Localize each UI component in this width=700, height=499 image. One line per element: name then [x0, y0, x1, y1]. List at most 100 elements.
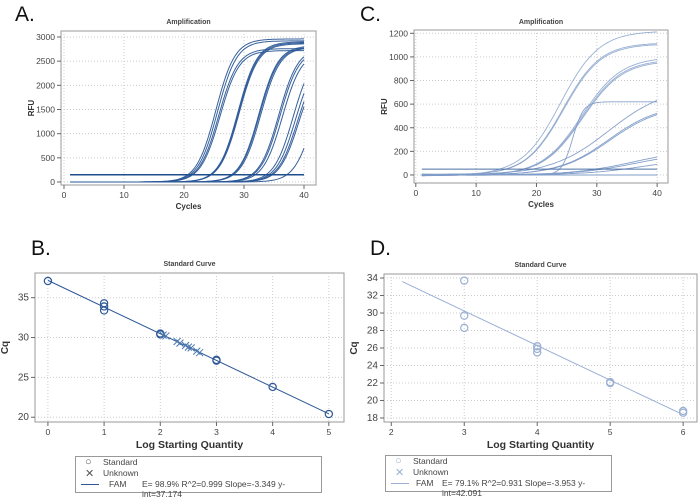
x-tick-label: 2 [389, 427, 394, 437]
legend-b: ○ Standard ✕ Unknown FAM E= 98.9% R^2=0.… [75, 456, 322, 499]
chart-title: Standard Curve [514, 262, 566, 269]
x-tick-label: 30 [592, 188, 602, 198]
chart-a: Amplification 0 10 20 30 40 0 500 1000 1500 2000 25… [27, 19, 317, 211]
x-tick-label: 0 [413, 188, 418, 198]
x-tick-label: 5 [608, 427, 613, 437]
y-tick-label: 18 [367, 413, 379, 424]
amplification-curve [421, 173, 658, 177]
y-tick-label: 34 [367, 273, 379, 284]
x-tick-label: 4 [270, 427, 275, 437]
fam-line-icon [391, 483, 409, 484]
y-tick-label: 26 [367, 343, 379, 354]
plot-area [60, 30, 317, 186]
legend-fam-label: FAM [109, 479, 127, 489]
x-tick-label: 20 [532, 188, 542, 198]
y-tick-label: 800 [394, 76, 408, 86]
standard-marker-icon: ○ [85, 456, 92, 468]
y-tick-label: 28 [367, 326, 379, 337]
x-tick-label: 10 [471, 188, 481, 198]
x-tick-label: 40 [652, 188, 662, 198]
y-tick-label: 30 [367, 308, 379, 319]
panel-label-a: A. [15, 3, 35, 26]
x-tick-label: 0 [62, 190, 67, 200]
y-tick-label: 20 [18, 412, 30, 423]
x-tick-label: 10 [119, 190, 129, 200]
y-axis-label: Cq [0, 341, 11, 354]
y-tick-label: 22 [367, 378, 379, 389]
x-tick-label: 30 [239, 190, 249, 200]
y-tick-label: 1000 [389, 52, 408, 62]
panel-label-d: D. [370, 237, 391, 260]
standard-point [460, 276, 469, 285]
chart-title: Amplification [519, 19, 563, 26]
standard-point [268, 382, 277, 392]
legend-standard-label: Standard [413, 456, 448, 466]
x-tick-label: 3 [462, 427, 467, 437]
x-axis-label: Log Starting Quantity [487, 439, 594, 451]
y-axis-label: Cq [349, 341, 360, 354]
y-tick-label: 400 [394, 123, 408, 133]
standard-point [605, 378, 615, 388]
x-axis-label: Cycles [528, 200, 554, 209]
standard-point [678, 408, 688, 417]
y-tick-label: 0 [50, 177, 55, 187]
y-tick-label: 2000 [36, 80, 55, 90]
unknown-point [195, 348, 204, 357]
x-tick-label: 0 [46, 427, 51, 437]
standard-point [460, 311, 469, 320]
x-tick-label: 5 [326, 427, 331, 437]
x-tick-label: 6 [681, 427, 686, 437]
legend-unknown-label: Unknown [103, 468, 139, 478]
y-tick-label: 1200 [389, 28, 408, 38]
y-tick-label: 30 [18, 333, 30, 344]
unknown-point [159, 331, 167, 340]
legend-fit-stats: E= 98.9% R^2=0.999 Slope=-3.349 y-int=37… [142, 479, 286, 499]
standard-point [533, 342, 542, 351]
y-tick-label: 24 [367, 360, 379, 371]
standard-point [99, 302, 109, 311]
unknown-point [176, 339, 184, 347]
x-tick-label: 1 [102, 427, 107, 437]
y-tick-label: 500 [41, 153, 55, 163]
panel-label-b: B. [31, 237, 51, 260]
standard-point [212, 356, 221, 365]
y-tick-label: 35 [18, 293, 30, 304]
legend-fit-stats: E= 79.1% R^2=0.931 Slope=-3.953 y-int=42… [442, 478, 586, 498]
x-axis-label: Cycles [176, 202, 202, 211]
standard-point [460, 323, 469, 333]
unknown-marker-icon: ✕ [395, 467, 405, 479]
plot-area [413, 29, 669, 184]
x-tick-label: 40 [299, 190, 309, 200]
standard-point [533, 344, 542, 354]
fit-line [402, 281, 684, 416]
y-tick-label: 32 [367, 291, 379, 302]
y-tick-label: 200 [394, 146, 408, 156]
standard-point [533, 348, 542, 357]
standard-marker-icon: ○ [395, 455, 402, 467]
y-axis-label: RFU [380, 98, 389, 115]
x-tick-label: 20 [179, 190, 189, 200]
fam-line-icon [81, 484, 99, 485]
unknown-point [184, 343, 193, 351]
y-tick-label: 20 [367, 395, 379, 406]
unknown-marker-icon: ✕ [85, 468, 95, 480]
y-tick-label: 25 [18, 372, 30, 383]
y-tick-label: 1000 [36, 129, 55, 139]
chart-title: Standard Curve [163, 261, 215, 268]
y-tick-label: 600 [394, 99, 408, 109]
unknown-point [187, 344, 196, 352]
y-tick-label: 3000 [36, 32, 55, 42]
x-tick-label: 4 [535, 427, 540, 437]
chart-title: Amplification [166, 19, 210, 26]
standard-point [324, 409, 334, 419]
legend-unknown-label: Unknown [413, 467, 449, 477]
y-axis-label: RFU [27, 100, 36, 117]
standard-point [99, 306, 109, 315]
standard-point [43, 276, 53, 286]
y-tick-label: 0 [403, 170, 408, 180]
panel-label-c: C. [360, 3, 381, 26]
x-tick-label: 2 [158, 427, 163, 437]
